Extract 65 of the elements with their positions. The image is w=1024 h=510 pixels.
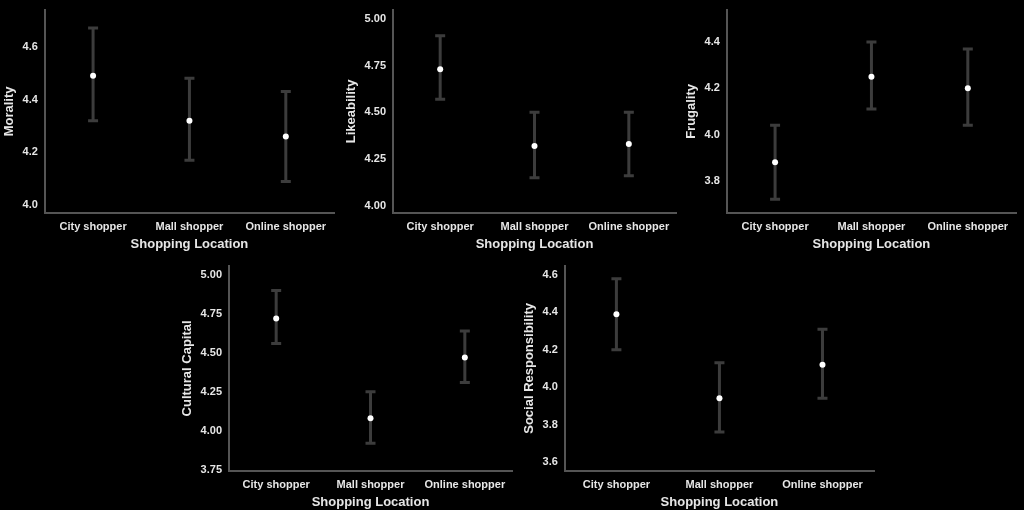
point [367, 415, 374, 422]
y-tick-label: 4.6 [22, 39, 38, 52]
y-tick-label: 3.6 [542, 454, 558, 467]
point [461, 354, 468, 361]
x-tick-label: Mall shopper [500, 219, 570, 232]
y-tick-label: 4.00 [200, 423, 223, 436]
x-tick-label: City shopper [582, 477, 651, 490]
y-tick-label: 4.0 [704, 127, 720, 140]
x-tick-label: City shopper [242, 477, 311, 490]
y-tick-label: 4.2 [704, 81, 720, 94]
y-axis-title: Social Responsibility [521, 302, 537, 434]
x-axis-title: Shopping Location [660, 493, 779, 509]
point [531, 142, 538, 149]
y-tick-label: 4.0 [542, 380, 558, 393]
y-tick-label: 5.00 [364, 11, 387, 24]
y-axis-title: Morality [1, 85, 17, 137]
point [868, 73, 875, 80]
y-tick-label: 5.00 [200, 267, 223, 280]
y-tick-label: 4.6 [542, 267, 558, 280]
y-axis-title: Frugality [683, 83, 699, 139]
x-tick-label: Mall shopper [685, 477, 755, 490]
x-axis-title: Shopping Location [475, 235, 594, 251]
x-tick-label: Online shopper [588, 219, 670, 232]
y-tick-label: 4.2 [22, 145, 38, 158]
x-axis-title: Shopping Location [130, 235, 249, 251]
x-tick-label: Mall shopper [155, 219, 225, 232]
x-tick-label: Online shopper [782, 477, 864, 490]
y-tick-label: 4.4 [704, 35, 721, 48]
point [186, 117, 193, 124]
point [625, 141, 632, 148]
point [772, 159, 779, 166]
x-tick-label: Mall shopper [336, 477, 406, 490]
x-tick-label: Online shopper [927, 219, 1009, 232]
point [964, 85, 971, 92]
x-tick-label: City shopper [406, 219, 475, 232]
point [716, 395, 723, 402]
y-tick-label: 4.00 [364, 198, 387, 211]
y-tick-label: 3.8 [542, 417, 558, 430]
x-tick-label: Online shopper [424, 477, 506, 490]
point [437, 66, 444, 73]
x-tick-label: Online shopper [245, 219, 327, 232]
y-tick-label: 4.4 [22, 92, 39, 105]
y-axis-title: Cultural Capital [179, 320, 195, 417]
y-tick-label: 4.75 [200, 306, 223, 319]
x-tick-label: City shopper [741, 219, 810, 232]
point [282, 133, 289, 140]
x-axis-title: Shopping Location [812, 235, 931, 251]
y-tick-label: 4.50 [200, 345, 223, 358]
y-tick-label: 4.4 [542, 305, 559, 318]
point [819, 361, 826, 368]
x-tick-label: Mall shopper [837, 219, 907, 232]
y-axis-title: Likeability [343, 78, 359, 144]
x-tick-label: City shopper [59, 219, 128, 232]
y-tick-label: 4.2 [542, 342, 558, 355]
y-tick-label: 4.25 [200, 384, 223, 397]
y-tick-label: 4.25 [364, 152, 387, 165]
point [90, 72, 97, 79]
y-tick-label: 3.8 [704, 173, 720, 186]
y-tick-label: 3.75 [200, 462, 223, 475]
point [613, 311, 620, 318]
y-tick-label: 4.50 [364, 105, 387, 118]
y-tick-label: 4.0 [22, 198, 38, 211]
point [273, 315, 280, 322]
y-tick-label: 4.75 [364, 58, 387, 71]
x-axis-title: Shopping Location [311, 493, 430, 509]
